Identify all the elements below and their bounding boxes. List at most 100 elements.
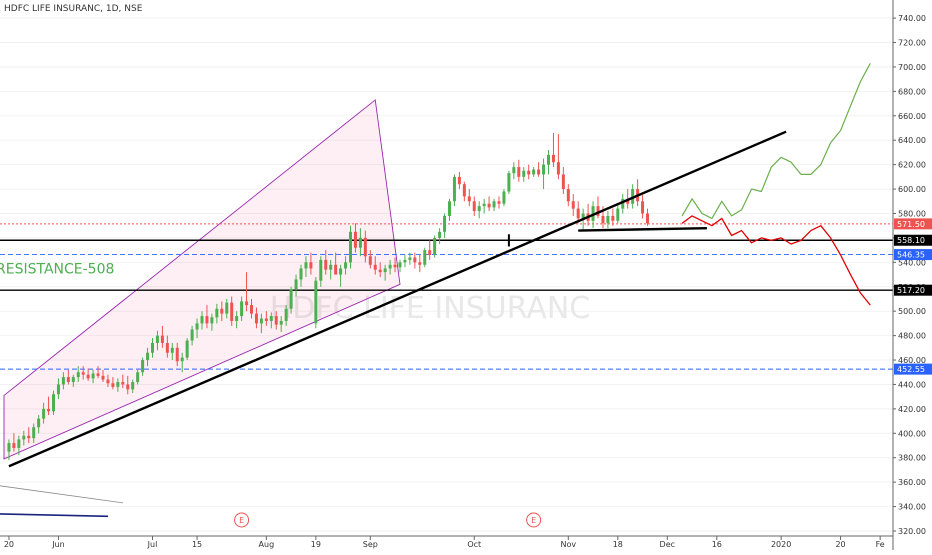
x-tick-label: Jun [51,540,65,549]
candle-body [165,342,169,353]
watermark-text: HDFC LIFE INSURANC [270,291,591,326]
candle-body [408,257,412,260]
candle-body [151,342,154,353]
candle-body [37,418,41,428]
candle-body [66,377,70,383]
y-tick-label: 640.00 [898,136,926,145]
candle-body [517,167,521,177]
candle-body [299,268,303,280]
x-tick-label: Sep [363,540,378,549]
price-tag-bg [894,284,932,296]
earnings-marker-label: E [531,516,536,525]
grey-line [0,485,124,504]
candle-body [353,231,357,248]
candle-body [423,250,427,265]
candle-body [482,203,486,207]
resistance-label: RESISTANCE-508 [0,261,114,277]
candle-body [448,201,451,216]
candle-body [616,208,620,221]
candle-body [86,374,90,379]
candle-body [71,377,75,383]
candle-body [388,264,392,269]
candle-body [547,154,550,165]
candle-body [17,439,21,448]
candle-body [492,201,496,208]
y-tick-label: 340.00 [898,503,926,512]
candle-body [457,176,461,185]
price-tag-label: 546.35 [897,251,925,260]
candle-body [121,382,125,385]
chart-title: HDFC LIFE INSURANC, 1D, NSE [4,4,143,14]
candle-body [452,176,456,202]
candle-body [433,237,437,256]
candle-body [522,170,526,177]
y-tick-label: 700.00 [898,63,926,72]
y-tick-label: 500.00 [898,307,926,316]
candle-body [324,259,328,270]
candle-body [646,213,649,224]
rising-channel [3,99,401,460]
price-tag-label: 452.55 [897,365,925,374]
candle-body [477,206,481,212]
candle-body [116,382,120,387]
candle-body [566,189,570,202]
candle-body [532,169,536,175]
bull-projection-path [681,63,871,219]
candle-body [210,317,214,324]
y-tick-label: 480.00 [898,332,926,341]
candle-body [195,323,199,330]
candle-body [111,383,115,387]
candle-body [329,264,333,270]
candle-body [556,162,560,175]
candle-body [611,215,615,221]
candle-body [487,203,491,208]
candle-body [101,375,105,380]
candle-body [146,352,150,361]
price-tag-bg [894,218,932,230]
candle-body [438,231,442,238]
y-tick-label: 540.00 [898,258,926,267]
candle-body [141,360,145,373]
y-tick-label: 320.00 [898,527,926,536]
y-tick-label: 440.00 [898,380,926,389]
y-tick-label: 580.00 [898,209,926,218]
candle-body [314,280,318,324]
candle-body [383,268,387,273]
candle-body [175,347,179,362]
candle-body [344,262,348,269]
candle-body [7,443,11,452]
candle-body [131,382,135,390]
x-tick-label: Aug [259,540,275,549]
candle-body [230,302,234,321]
candle-body [160,335,164,343]
candle-body [527,170,531,175]
candle-body [27,435,31,439]
candle-body [631,189,635,204]
x-tick-label: 2020 [771,540,791,549]
candle-body [443,215,447,232]
candle-body [185,340,189,358]
price-tag-label: 517.20 [897,286,925,295]
y-tick-label: 660.00 [898,112,926,121]
x-tick-label: Dec [660,540,675,549]
candle-body [289,289,293,309]
y-tick-label: 360.00 [898,478,926,487]
candle-body [601,215,605,224]
candle-body [571,201,575,209]
candle-body [393,264,397,268]
candle-body [537,169,541,175]
x-tick-label: 19 [311,540,321,549]
candle-body [254,313,258,324]
candle-body [596,206,600,216]
y-tick-label: 420.00 [898,405,926,414]
candle-body [472,201,476,212]
x-tick-label: Jul [147,540,158,549]
candle-body [294,279,298,290]
candle-body [91,373,95,379]
candle-body [32,427,36,439]
candle-body [56,384,60,395]
candle-body [220,308,224,314]
candle-body [561,174,565,190]
